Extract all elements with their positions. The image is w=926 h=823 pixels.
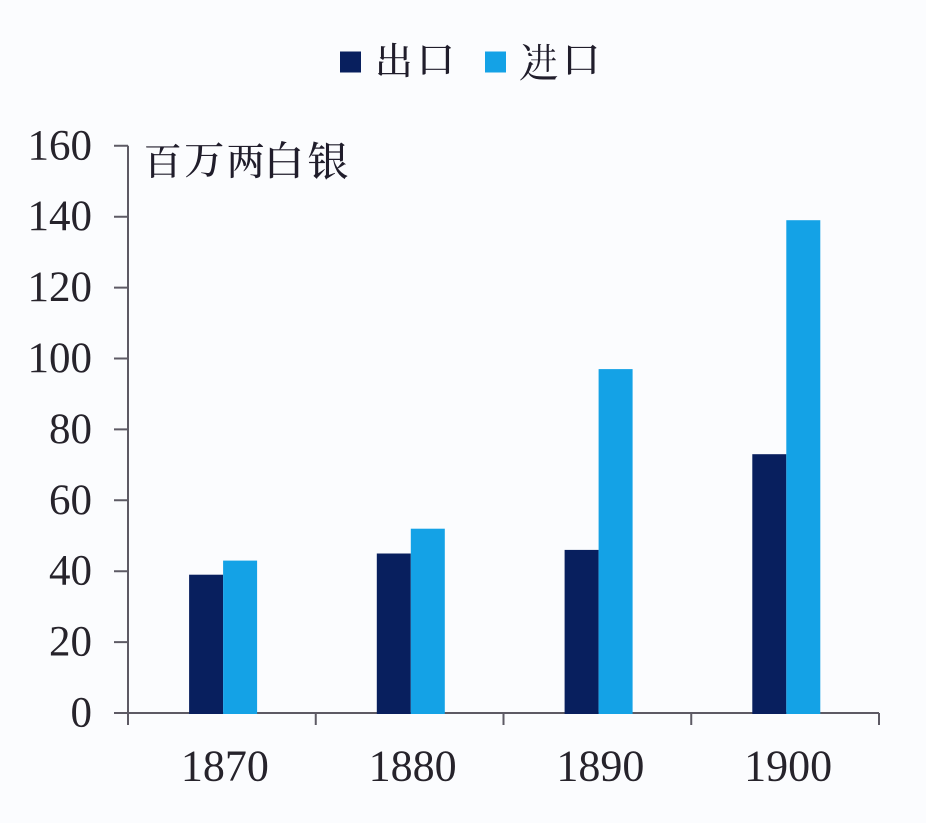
svg-text:40: 40 xyxy=(49,548,92,595)
svg-text:60: 60 xyxy=(49,477,92,524)
svg-text:120: 120 xyxy=(28,264,93,311)
svg-text:20: 20 xyxy=(49,619,92,666)
svg-text:0: 0 xyxy=(71,690,93,737)
svg-text:1880: 1880 xyxy=(369,742,457,791)
svg-text:160: 160 xyxy=(28,122,93,169)
svg-text:140: 140 xyxy=(28,193,93,240)
svg-text:80: 80 xyxy=(49,406,92,453)
svg-text:1890: 1890 xyxy=(556,742,644,791)
svg-text:1900: 1900 xyxy=(744,742,832,791)
svg-text:1870: 1870 xyxy=(181,742,269,791)
svg-text:100: 100 xyxy=(28,335,93,382)
